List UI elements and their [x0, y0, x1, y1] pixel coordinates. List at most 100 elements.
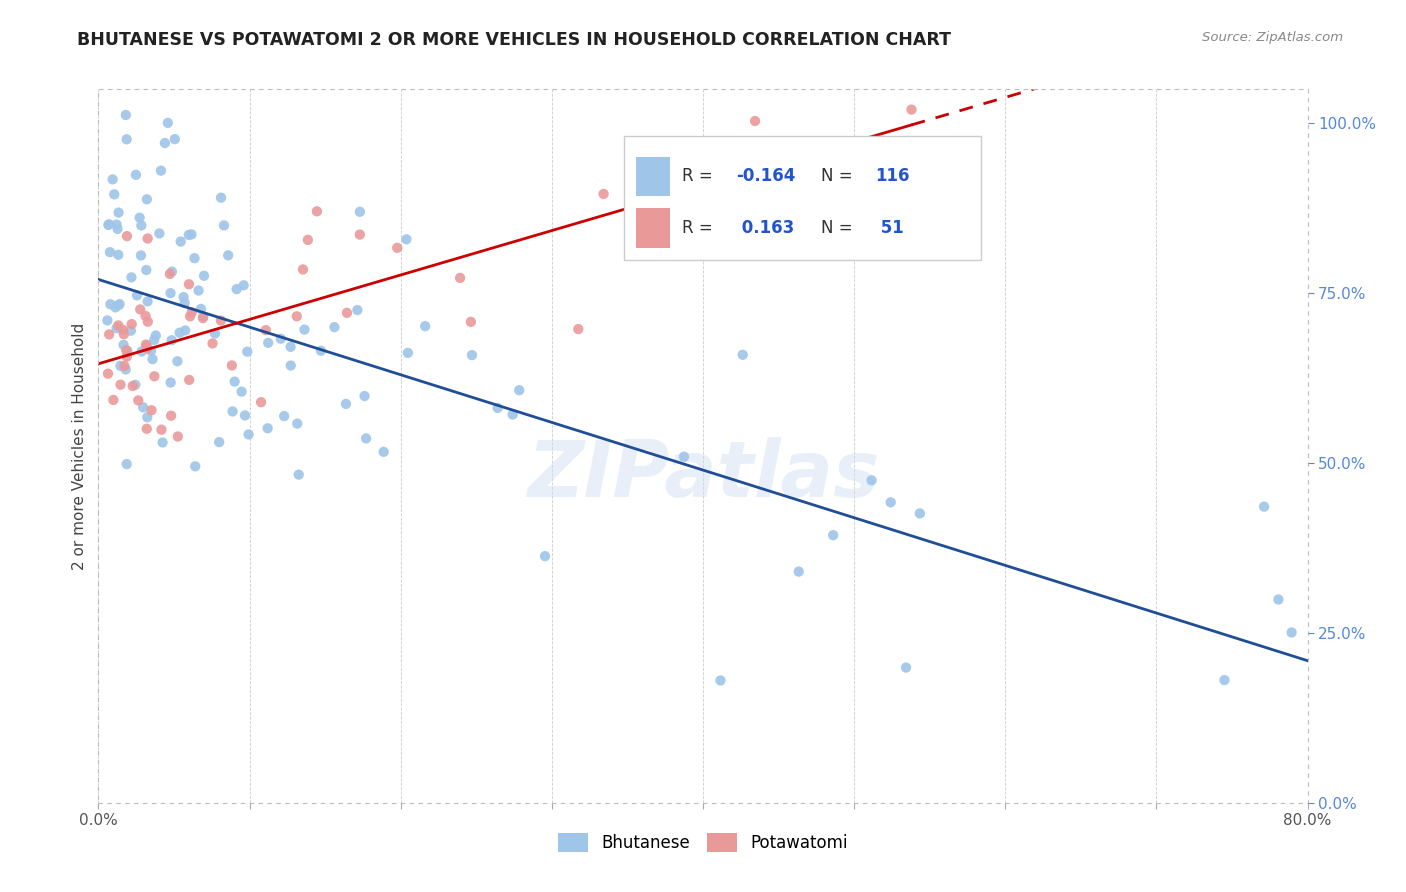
Point: [231, 384, 253, 399]
Point: [285, 310, 308, 324]
Point: [180, 305, 202, 319]
Point: [136, 410, 159, 425]
Point: [461, 348, 484, 362]
Point: [129, 248, 152, 262]
Point: [108, 297, 131, 311]
Point: [120, 270, 142, 285]
Point: [163, 132, 186, 146]
Point: [128, 211, 150, 225]
Point: [174, 323, 197, 337]
Point: [1281, 625, 1303, 640]
Text: ZIPatlas: ZIPatlas: [527, 436, 879, 513]
Point: [238, 427, 260, 442]
Point: [413, 319, 436, 334]
Point: [107, 318, 129, 333]
Text: 116: 116: [875, 168, 910, 186]
Point: [149, 163, 172, 178]
Point: [900, 103, 922, 117]
Point: [107, 222, 129, 236]
Point: [280, 340, 302, 354]
Point: [98, 217, 121, 231]
Text: BHUTANESE VS POTAWATOMI 2 OR MORE VEHICLES IN HOUSEHOLD CORRELATION CHART: BHUTANESE VS POTAWATOMI 2 OR MORE VEHICL…: [77, 31, 952, 49]
FancyBboxPatch shape: [637, 157, 671, 196]
Point: [396, 346, 419, 360]
Point: [159, 267, 181, 281]
Point: [567, 322, 589, 336]
Point: [103, 392, 125, 407]
Point: [180, 227, 202, 242]
Point: [131, 219, 153, 233]
Point: [294, 322, 316, 336]
Point: [173, 296, 195, 310]
Point: [159, 376, 181, 390]
Point: [135, 309, 157, 323]
Point: [105, 321, 128, 335]
Point: [110, 359, 132, 373]
Point: [115, 229, 138, 244]
Point: [183, 251, 205, 265]
Point: [508, 383, 530, 397]
Point: [346, 303, 368, 318]
Point: [143, 369, 166, 384]
Legend: Bhutanese, Potawatomi: Bhutanese, Potawatomi: [551, 826, 855, 859]
Text: -0.164: -0.164: [735, 168, 794, 186]
Point: [115, 343, 138, 358]
Point: [894, 660, 917, 674]
Point: [787, 565, 810, 579]
Point: [114, 362, 136, 376]
Point: [148, 227, 170, 241]
Point: [208, 435, 231, 450]
Point: [305, 204, 328, 219]
Point: [179, 310, 201, 324]
Point: [110, 377, 132, 392]
Point: [309, 343, 332, 358]
Point: [273, 409, 295, 423]
Point: [115, 108, 138, 122]
Point: [173, 290, 195, 304]
Point: [159, 286, 181, 301]
Point: [1253, 500, 1275, 514]
Point: [354, 432, 377, 446]
Point: [104, 301, 127, 315]
Point: [373, 445, 395, 459]
Point: [287, 467, 309, 482]
Point: [395, 232, 418, 246]
Point: [1267, 592, 1289, 607]
Point: [135, 337, 157, 351]
Point: [141, 403, 163, 417]
Point: [655, 191, 678, 205]
Point: [254, 323, 277, 337]
Point: [744, 114, 766, 128]
Point: [98, 327, 121, 342]
Point: [177, 277, 200, 292]
Point: [250, 395, 273, 409]
Point: [136, 315, 159, 329]
Text: R =: R =: [682, 219, 718, 236]
Point: [209, 191, 232, 205]
Point: [201, 336, 224, 351]
Point: [115, 132, 138, 146]
Point: [187, 284, 209, 298]
Point: [225, 282, 247, 296]
FancyBboxPatch shape: [637, 209, 671, 248]
Point: [221, 359, 243, 373]
Point: [908, 507, 931, 521]
Text: N =: N =: [821, 219, 859, 236]
Point: [232, 278, 254, 293]
Point: [135, 263, 157, 277]
Point: [143, 333, 166, 347]
Point: [98, 245, 121, 260]
Point: [135, 192, 157, 206]
Point: [107, 205, 129, 219]
Point: [112, 338, 135, 352]
Point: [349, 204, 371, 219]
Point: [486, 401, 509, 415]
Point: [193, 310, 215, 324]
Point: [221, 404, 243, 418]
Point: [349, 227, 371, 242]
Point: [323, 320, 346, 334]
Text: Source: ZipAtlas.com: Source: ZipAtlas.com: [1202, 31, 1343, 45]
Point: [672, 450, 695, 464]
Point: [179, 373, 201, 387]
Point: [160, 409, 183, 423]
